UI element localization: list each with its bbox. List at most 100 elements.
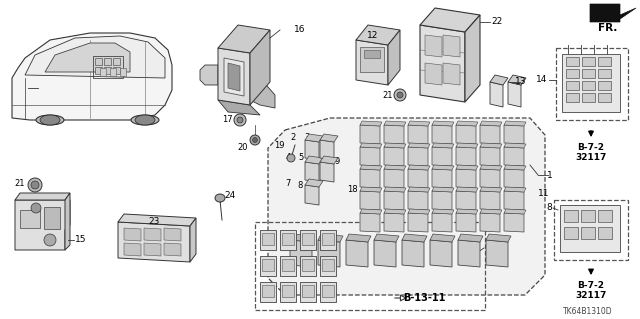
Polygon shape [45,43,130,72]
Bar [300,230,316,250]
Polygon shape [560,205,620,252]
Polygon shape [456,187,478,192]
Text: FR.: FR. [598,23,618,33]
Polygon shape [305,134,323,142]
Polygon shape [480,209,502,214]
Polygon shape [218,48,250,105]
Ellipse shape [237,117,243,123]
Polygon shape [504,187,526,192]
Polygon shape [384,165,406,170]
Polygon shape [320,134,338,142]
Polygon shape [384,121,406,126]
Polygon shape [25,36,165,78]
Bar [280,256,296,276]
Text: 8: 8 [298,181,303,189]
Text: 2: 2 [291,133,296,143]
Ellipse shape [131,115,159,125]
Bar [262,285,274,297]
Polygon shape [250,30,270,105]
Bar [93,56,123,78]
Bar [566,69,579,78]
Polygon shape [305,162,319,182]
Polygon shape [432,165,454,170]
Text: 32117: 32117 [575,152,607,161]
Text: 17: 17 [222,115,233,124]
Polygon shape [384,125,404,144]
Bar [262,259,274,271]
Polygon shape [360,143,382,148]
Polygon shape [504,213,524,232]
Polygon shape [250,78,275,108]
Text: 15: 15 [75,235,86,244]
Polygon shape [486,240,508,267]
Polygon shape [360,121,382,126]
Polygon shape [224,58,244,96]
Polygon shape [456,169,476,188]
Polygon shape [305,140,319,160]
Polygon shape [408,187,430,192]
Polygon shape [374,234,399,242]
Bar [598,81,611,90]
Bar [556,48,628,120]
Bar [282,259,294,271]
Bar [320,282,336,302]
Polygon shape [320,140,334,160]
Text: 14: 14 [536,76,548,85]
Bar [280,230,296,250]
Bar [364,50,380,58]
Text: 12: 12 [367,32,379,41]
Polygon shape [456,125,476,144]
Bar [282,233,294,245]
Polygon shape [356,40,388,85]
Polygon shape [15,193,70,200]
Polygon shape [290,240,312,267]
Text: 32117: 32117 [575,291,607,300]
Polygon shape [360,169,380,188]
Bar [581,227,595,239]
Polygon shape [118,222,190,262]
Bar [302,233,314,245]
Polygon shape [408,169,428,188]
Polygon shape [408,121,430,126]
Polygon shape [384,169,404,188]
Ellipse shape [44,234,56,246]
Bar [110,68,116,76]
Polygon shape [384,213,404,232]
Polygon shape [508,82,521,107]
Polygon shape [290,234,315,242]
Bar [113,67,120,74]
Polygon shape [144,228,161,241]
Polygon shape [456,143,478,148]
Ellipse shape [40,115,60,125]
Bar [598,57,611,66]
Polygon shape [408,213,428,232]
Polygon shape [374,240,396,267]
Polygon shape [360,147,380,166]
Polygon shape [15,200,70,250]
Bar [322,259,334,271]
Polygon shape [420,25,465,102]
Polygon shape [508,75,526,85]
Polygon shape [432,169,452,188]
Bar [582,69,595,78]
Text: 22: 22 [492,18,502,26]
Polygon shape [144,243,161,256]
Bar [100,68,106,76]
Polygon shape [456,147,476,166]
Polygon shape [504,165,526,170]
Polygon shape [408,147,428,166]
Polygon shape [504,191,524,210]
Bar [300,282,316,302]
Bar [104,58,111,65]
Polygon shape [402,240,424,267]
Polygon shape [430,234,455,242]
Polygon shape [480,213,500,232]
Bar [598,227,612,239]
Polygon shape [360,165,382,170]
Bar [322,233,334,245]
Polygon shape [408,143,430,148]
Bar [120,68,126,76]
Polygon shape [432,147,452,166]
Polygon shape [430,240,452,267]
Polygon shape [408,209,430,214]
